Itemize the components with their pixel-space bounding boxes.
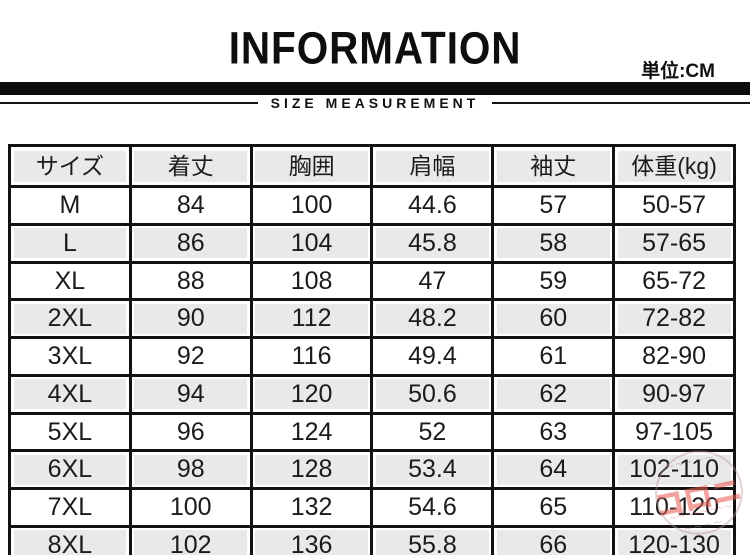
table-cell: L	[8, 222, 132, 264]
table-row: M 84 100 44.6 57 50-57	[8, 185, 736, 226]
unit-label: 単位:CM	[641, 61, 715, 82]
table-cell: 90	[128, 298, 253, 339]
size-table-header: サイズ 着丈 胸囲 肩幅 袖丈 体重(kg)	[8, 144, 736, 188]
table-cell: 61	[491, 336, 616, 377]
table-cell: 4XL	[8, 373, 132, 415]
table-cell: 112	[249, 298, 374, 339]
table-row: L 86 104 45.8 58 57-65	[8, 222, 736, 264]
table-cell: 45.8	[370, 222, 495, 264]
table-row: XL 88 108 47 59 65-72	[8, 260, 736, 302]
table-cell: 60	[491, 298, 616, 339]
table-cell: 65-72	[612, 260, 736, 302]
page-title: INFORMATION	[228, 23, 522, 74]
size-table-body: M 84 100 44.6 57 50-57 L 86 104 45.8 58 57-65 XL 88 10…	[8, 185, 736, 555]
table-cell: 104	[249, 222, 374, 264]
table-cell: 6XL	[8, 449, 132, 490]
table-row: 2XL 90 112 48.2 60 72-82	[8, 298, 736, 339]
table-cell: 49.4	[370, 336, 495, 377]
table-cell: 59	[491, 260, 616, 302]
table-cell: 90-97	[612, 373, 736, 415]
table-cell: 50.6	[370, 373, 495, 415]
table-row: 7XL 100 132 54.6 65 110-120	[8, 487, 736, 528]
table-cell: 62	[491, 373, 616, 415]
table-cell: 120	[249, 373, 374, 415]
subtitle-row: SIZE MEASUREMENT	[0, 94, 750, 112]
divider-bar	[0, 82, 750, 95]
subtitle-line-left	[0, 102, 258, 104]
table-cell: 3XL	[8, 336, 132, 377]
table-row: 3XL 92 116 49.4 61 82-90	[8, 336, 736, 377]
column-header: 胸囲	[249, 144, 374, 188]
page-title-wrap: INFORMATION	[0, 23, 750, 74]
table-cell: 8XL	[8, 524, 132, 555]
table-cell: 7XL	[8, 487, 132, 528]
table-cell: 116	[249, 336, 374, 377]
table-cell: 63	[491, 411, 616, 453]
table-cell: XL	[8, 260, 132, 302]
table-cell: 65	[491, 487, 616, 528]
table-cell: 94	[128, 373, 253, 415]
table-cell: M	[8, 185, 132, 226]
table-cell: 64	[491, 449, 616, 490]
table-cell: 92	[128, 336, 253, 377]
table-cell: 50-57	[612, 185, 736, 226]
table-cell: 100	[249, 185, 374, 226]
column-header: サイズ	[8, 144, 132, 188]
table-cell: 84	[128, 185, 253, 226]
column-header: 肩幅	[370, 144, 495, 188]
table-cell: 124	[249, 411, 374, 453]
table-cell: 102	[128, 524, 253, 555]
header-row: サイズ 着丈 胸囲 肩幅 袖丈 体重(kg)	[8, 144, 736, 188]
table-row: 4XL 94 120 50.6 62 90-97	[8, 373, 736, 415]
table-cell: 102-110	[612, 449, 736, 490]
table-cell: 97-105	[612, 411, 736, 453]
column-header: 袖丈	[491, 144, 616, 188]
table-cell: 86	[128, 222, 253, 264]
table-row: 5XL 96 124 52 63 97-105	[8, 411, 736, 453]
subtitle-text: SIZE MEASUREMENT	[270, 95, 480, 111]
subtitle-line-right	[492, 102, 750, 104]
table-cell: 58	[491, 222, 616, 264]
table-cell: 57-65	[612, 222, 736, 264]
table-cell: 55.8	[370, 524, 495, 555]
table-cell: 128	[249, 449, 374, 490]
table-cell: 54.6	[370, 487, 495, 528]
column-header: 着丈	[128, 144, 253, 188]
table-cell: 48.2	[370, 298, 495, 339]
table-cell: 120-130	[612, 524, 736, 555]
table-cell: 2XL	[8, 298, 132, 339]
table-cell: 136	[249, 524, 374, 555]
table-row: 8XL 102 136 55.8 66 120-130	[8, 524, 736, 555]
table-cell: 132	[249, 487, 374, 528]
table-cell: 100	[128, 487, 253, 528]
column-header: 体重(kg)	[612, 144, 736, 188]
table-cell: 88	[128, 260, 253, 302]
size-measurement-table: サイズ 着丈 胸囲 肩幅 袖丈 体重(kg) M 84 100 44.6 57 50-57 L 86 10…	[8, 144, 736, 555]
table-row: 6XL 98 128 53.4 64 102-110	[8, 449, 736, 490]
table-cell: 66	[491, 524, 616, 555]
table-cell: 47	[370, 260, 495, 302]
table-cell: 72-82	[612, 298, 736, 339]
table-cell: 52	[370, 411, 495, 453]
table-cell: 108	[249, 260, 374, 302]
table-cell: 110-120	[612, 487, 736, 528]
table-cell: 57	[491, 185, 616, 226]
table-cell: 44.6	[370, 185, 495, 226]
table-cell: 53.4	[370, 449, 495, 490]
table-cell: 96	[128, 411, 253, 453]
table-cell: 82-90	[612, 336, 736, 377]
table-cell: 98	[128, 449, 253, 490]
table-cell: 5XL	[8, 411, 132, 453]
